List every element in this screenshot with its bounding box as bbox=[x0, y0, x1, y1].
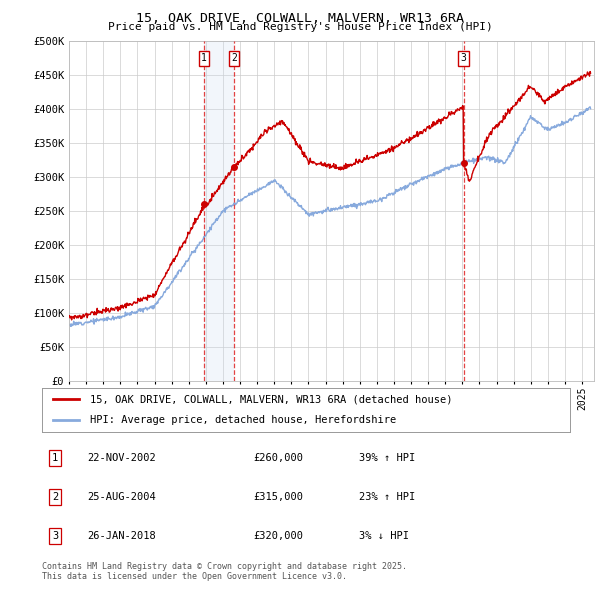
Text: 15, OAK DRIVE, COLWALL, MALVERN, WR13 6RA (detached house): 15, OAK DRIVE, COLWALL, MALVERN, WR13 6R… bbox=[89, 394, 452, 404]
Text: 3% ↓ HPI: 3% ↓ HPI bbox=[359, 531, 409, 541]
Bar bbox=[204, 41, 234, 381]
Text: 2: 2 bbox=[231, 53, 237, 63]
Text: 23% ↑ HPI: 23% ↑ HPI bbox=[359, 492, 415, 502]
Text: 3: 3 bbox=[461, 53, 466, 63]
Text: 2: 2 bbox=[52, 492, 58, 502]
Text: 3: 3 bbox=[52, 531, 58, 541]
Text: £320,000: £320,000 bbox=[253, 531, 303, 541]
Text: 1: 1 bbox=[52, 453, 58, 463]
Text: 1: 1 bbox=[201, 53, 207, 63]
Text: £260,000: £260,000 bbox=[253, 453, 303, 463]
Text: £315,000: £315,000 bbox=[253, 492, 303, 502]
Text: 25-AUG-2004: 25-AUG-2004 bbox=[87, 492, 155, 502]
Text: Price paid vs. HM Land Registry's House Price Index (HPI): Price paid vs. HM Land Registry's House … bbox=[107, 22, 493, 32]
Text: Contains HM Land Registry data © Crown copyright and database right 2025.: Contains HM Land Registry data © Crown c… bbox=[42, 562, 407, 571]
Text: 39% ↑ HPI: 39% ↑ HPI bbox=[359, 453, 415, 463]
Text: HPI: Average price, detached house, Herefordshire: HPI: Average price, detached house, Here… bbox=[89, 415, 396, 425]
Text: This data is licensed under the Open Government Licence v3.0.: This data is licensed under the Open Gov… bbox=[42, 572, 347, 581]
Text: 26-JAN-2018: 26-JAN-2018 bbox=[87, 531, 155, 541]
Text: 15, OAK DRIVE, COLWALL, MALVERN, WR13 6RA: 15, OAK DRIVE, COLWALL, MALVERN, WR13 6R… bbox=[136, 12, 464, 25]
Text: 22-NOV-2002: 22-NOV-2002 bbox=[87, 453, 155, 463]
